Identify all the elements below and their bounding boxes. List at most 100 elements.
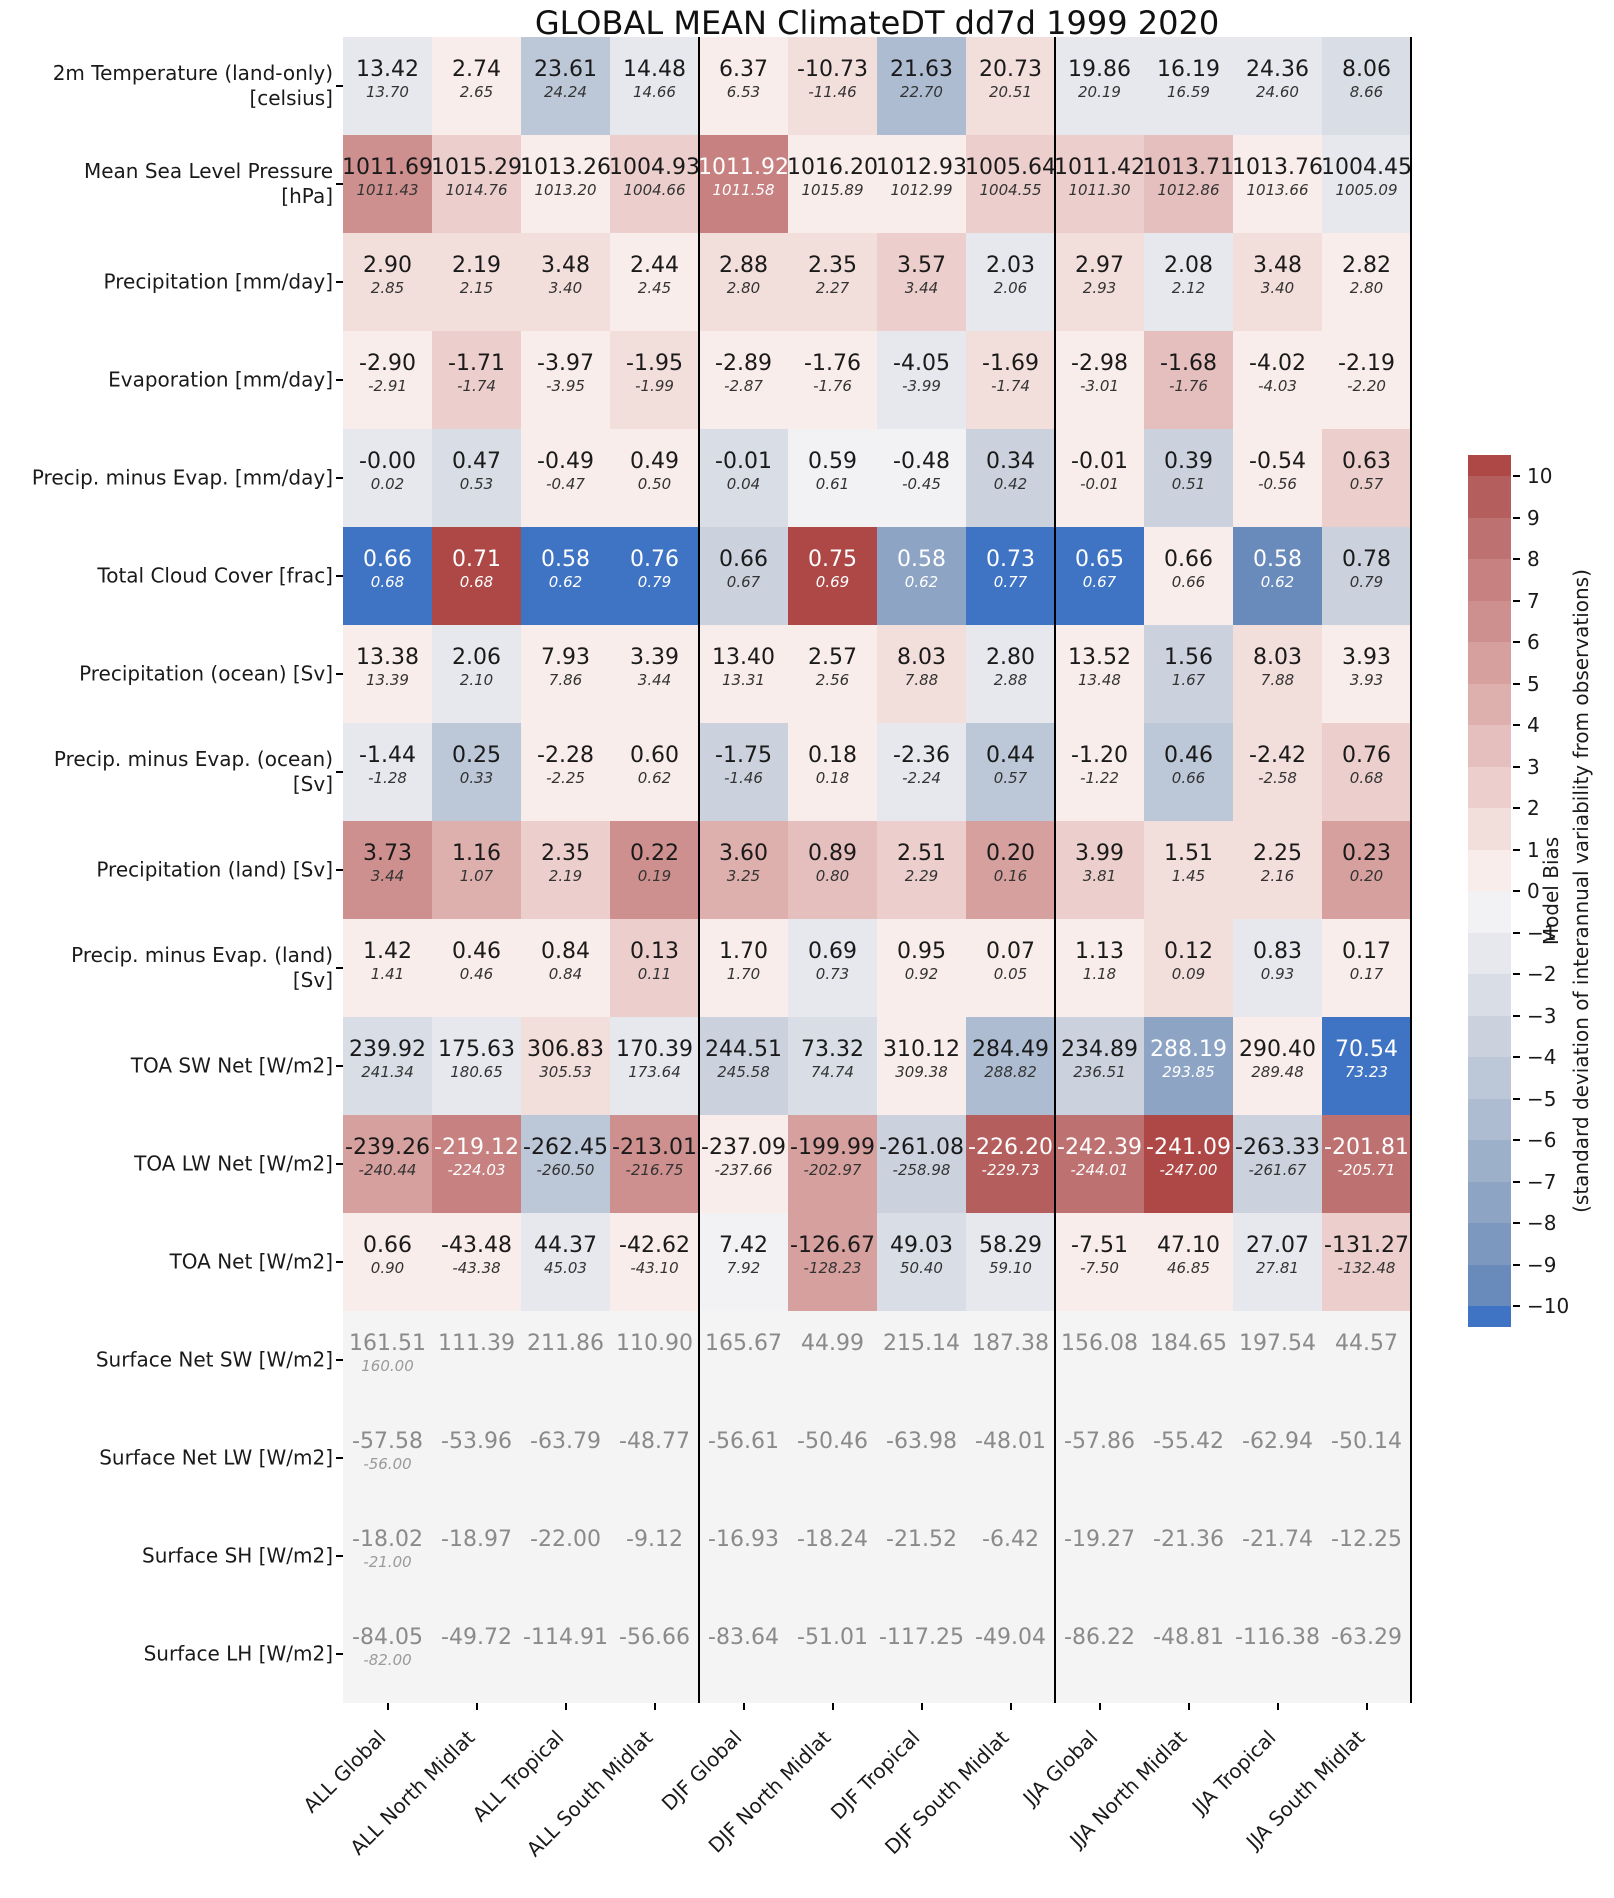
cell-value: 2.08 (1164, 253, 1213, 278)
heatmap-cell: 0.59 0.61 (788, 429, 877, 527)
cell-value: 2.90 (363, 253, 412, 278)
heatmap-cell: 2.35 2.19 (521, 821, 610, 919)
heatmap-cell: 0.47 0.53 (432, 429, 521, 527)
cell-value: 0.23 (1342, 841, 1391, 866)
heatmap-cell: -50.46 (788, 1409, 877, 1507)
cell-value: -241.09 (1146, 1135, 1231, 1160)
cell-value: 3.48 (541, 253, 590, 278)
x-axis-tick (742, 1703, 745, 1710)
cell-obs-value: 1005.09 (1335, 181, 1398, 199)
heatmap-cell: 0.20 0.16 (966, 821, 1055, 919)
cell-obs-value: -202.97 (803, 1161, 862, 1179)
heatmap-cell: 0.69 0.73 (788, 919, 877, 1017)
heatmap-cell: 2.90 2.85 (343, 233, 432, 331)
cell-obs-value: 13.39 (366, 671, 409, 689)
row-label-line: Precip. minus Evap. (land) (71, 943, 333, 967)
cell-value: 187.38 (972, 1331, 1049, 1356)
colorbar-tick-label: 8 (1527, 547, 1540, 571)
cell-value: -1.75 (715, 743, 772, 768)
cell-obs-value: 27.81 (1256, 1259, 1299, 1277)
cell-obs-value: 236.51 (1073, 1063, 1126, 1081)
heatmap-cell: 0.46 0.46 (432, 919, 521, 1017)
heatmap-cell: -62.94 (1233, 1409, 1322, 1507)
cell-value: -242.39 (1057, 1135, 1142, 1160)
heatmap-cell: -1.20 -1.22 (1055, 723, 1144, 821)
row-label: TOA SW Net [W/m2] (0, 1054, 333, 1079)
heatmap-cell: -55.42 (1144, 1409, 1233, 1507)
cell-obs-value: 0.11 (637, 965, 672, 983)
cell-obs-value: 241.34 (361, 1063, 414, 1081)
heatmap-cell: 3.57 3.44 (877, 233, 966, 331)
heatmap-cell: -50.14 (1322, 1409, 1411, 1507)
cell-value: 215.14 (883, 1331, 960, 1356)
heatmap-cell: 110.90 (610, 1311, 699, 1409)
cell-obs-value: 289.48 (1251, 1063, 1304, 1081)
cell-obs-value: 14.66 (633, 83, 676, 101)
colorbar-tick (1513, 558, 1520, 560)
heatmap-cell: 239.92 241.34 (343, 1017, 432, 1115)
heatmap-cell: -21.36 (1144, 1507, 1233, 1605)
cell-value: 111.39 (438, 1331, 515, 1356)
cell-obs-value: -260.50 (536, 1161, 595, 1179)
heatmap-cell: 234.89 236.51 (1055, 1017, 1144, 1115)
heatmap-cell: -117.25 (877, 1605, 966, 1703)
row-label: TOA Net [W/m2] (0, 1250, 333, 1275)
cell-obs-value: 0.79 (637, 573, 672, 591)
cell-value: 0.46 (1164, 743, 1213, 768)
row-label: Precip. minus Evap. (land) [Sv] (0, 943, 333, 993)
heatmap-cell: -2.42 -2.58 (1233, 723, 1322, 821)
cell-value: 284.49 (972, 1037, 1049, 1062)
cell-obs-value: 2.10 (459, 671, 494, 689)
heatmap-cell: -131.27 -132.48 (1322, 1213, 1411, 1311)
cell-value: -114.91 (523, 1625, 608, 1650)
row-label: Precipitation [mm/day] (0, 270, 333, 295)
cell-obs-value: 0.51 (1171, 475, 1206, 493)
heatmap-cell: 1012.93 1012.99 (876, 135, 967, 233)
column-tick-label: ALL South Midlat (521, 1725, 657, 1862)
season-separator-line (1410, 37, 1412, 1703)
y-axis-tick (336, 85, 343, 87)
cell-value: -219.12 (434, 1135, 519, 1160)
heatmap-cell: 0.71 0.68 (432, 527, 521, 625)
cell-value: -131.27 (1324, 1233, 1409, 1258)
cell-obs-value: -82.00 (363, 1651, 412, 1669)
cell-value: 44.37 (534, 1233, 597, 1258)
row-label-line: Precip. minus Evap. (ocean) (53, 747, 333, 771)
colorbar-segment (1468, 517, 1511, 559)
cell-obs-value: 2.93 (1082, 279, 1117, 297)
cell-obs-value: 0.50 (637, 475, 672, 493)
colorbar-segment (1468, 808, 1511, 850)
cell-value: 27.07 (1246, 1233, 1309, 1258)
cell-obs-value: 0.66 (1171, 573, 1206, 591)
column-tick-label: JJA Global (1017, 1725, 1102, 1810)
heatmap-cell: -0.00 0.02 (343, 429, 432, 527)
row-label-line: [Sv] (292, 968, 333, 992)
cell-value: -63.98 (886, 1429, 957, 1454)
cell-obs-value: -237.66 (714, 1161, 773, 1179)
column-tick-label: JJA North Midlat (1064, 1725, 1191, 1853)
colorbar-tick-label: 7 (1527, 588, 1540, 613)
colorbar-segment (1468, 455, 1511, 476)
heatmap-cell: 1011.42 1011.30 (1054, 135, 1145, 233)
column-tick-label: JJA Tropical (1186, 1725, 1280, 1819)
heatmap-cell: 2.57 2.56 (788, 625, 877, 723)
cell-obs-value: 20.51 (989, 83, 1032, 101)
cell-value: -9.12 (626, 1527, 683, 1552)
cell-obs-value: -1.74 (991, 377, 1030, 395)
colorbar-tick (1513, 516, 1520, 519)
heatmap-cell: -18.97 (432, 1507, 521, 1605)
cell-obs-value: 0.09 (1171, 965, 1206, 983)
cell-value: 1013.76 (1232, 155, 1323, 180)
x-axis-tick (920, 1703, 923, 1710)
cell-value: -48.81 (1153, 1625, 1224, 1650)
heatmap-cell: 170.39 173.64 (610, 1017, 699, 1115)
cell-obs-value: 0.05 (993, 965, 1028, 983)
cell-value: -21.36 (1153, 1527, 1224, 1552)
colorbar-tick-label: 3 (1527, 754, 1540, 779)
heatmap-cell: 0.39 0.51 (1144, 429, 1233, 527)
heatmap-cell: -18.02 -21.00 (343, 1507, 432, 1605)
cell-value: 13.38 (356, 645, 419, 670)
y-axis-tick (336, 869, 343, 871)
heatmap-cell: 0.07 0.05 (966, 919, 1055, 1017)
heatmap-cell: -57.86 (1055, 1409, 1144, 1507)
